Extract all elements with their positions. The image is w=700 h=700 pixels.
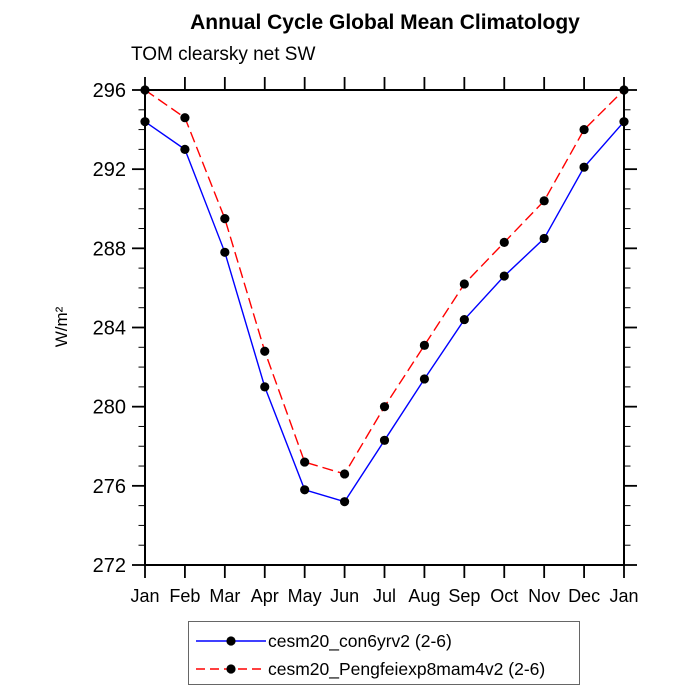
legend-label-series-2: cesm20_Pengfeiexp8mam4v2 (2-6) bbox=[268, 658, 546, 679]
y-axis-tick-label: 272 bbox=[93, 555, 126, 577]
x-axis-tick-label: Sep bbox=[448, 586, 480, 606]
data-point-marker-series-1 bbox=[260, 382, 270, 392]
data-point-marker-series-2 bbox=[499, 237, 509, 247]
x-axis-tick-label: Mar bbox=[209, 586, 240, 606]
data-point-marker-series-2 bbox=[220, 214, 230, 224]
x-axis-tick-label: May bbox=[288, 586, 322, 606]
legend-marker-dot bbox=[226, 664, 236, 674]
data-point-marker-series-1 bbox=[339, 497, 350, 507]
chart-title: Annual Cycle Global Mean Climatology bbox=[190, 11, 580, 34]
data-point-marker-series-1 bbox=[300, 485, 310, 495]
data-point-marker-series-1 bbox=[140, 117, 150, 127]
legend-row-series-1: cesm20_con6yrv2 (2-6) bbox=[189, 627, 579, 655]
data-point-marker-series-2 bbox=[619, 85, 629, 95]
x-axis-tick-label: Oct bbox=[490, 586, 518, 606]
x-axis-tick-label: Nov bbox=[528, 586, 560, 606]
data-point-marker-series-1 bbox=[459, 314, 469, 325]
legend-box: cesm20_con6yrv2 (2-6) cesm20_Pengfeiexp8… bbox=[188, 621, 580, 685]
y-axis-tick-label: 296 bbox=[93, 80, 126, 102]
data-point-marker-series-1 bbox=[499, 271, 509, 281]
y-axis-tick-label: 288 bbox=[93, 238, 126, 260]
data-point-marker-series-1 bbox=[619, 117, 629, 127]
data-point-marker-series-2 bbox=[459, 279, 469, 289]
x-axis-tick-label: Aug bbox=[408, 586, 440, 606]
x-axis-tick-label: Feb bbox=[169, 586, 200, 606]
data-point-marker-series-2 bbox=[300, 457, 310, 467]
x-axis-tick-label: Apr bbox=[251, 586, 279, 606]
legend-label-series-1: cesm20_con6yrv2 (2-6) bbox=[268, 630, 452, 651]
data-point-marker-series-1 bbox=[539, 233, 549, 244]
x-axis-tick-label: Jan bbox=[609, 586, 638, 606]
legend-marker-dot bbox=[226, 636, 236, 646]
y-axis-tick-label: 280 bbox=[93, 397, 126, 419]
data-point-marker-series-2 bbox=[419, 340, 430, 350]
x-axis-tick-label: Jan bbox=[130, 586, 159, 606]
chart-subtitle: TOM clearsky net SW bbox=[131, 44, 316, 65]
series-line-2 bbox=[144, 89, 625, 475]
y-axis-tick-label: 284 bbox=[93, 318, 126, 340]
data-point-marker-series-1 bbox=[579, 162, 589, 172]
plot-frame bbox=[144, 89, 625, 566]
legend-row-series-2: cesm20_Pengfeiexp8mam4v2 (2-6) bbox=[189, 655, 579, 683]
data-point-marker-series-2 bbox=[260, 346, 270, 356]
x-axis-tick-label: Dec bbox=[568, 586, 600, 606]
y-axis-tick-label: 276 bbox=[93, 476, 126, 498]
legend-line-sample-dashed bbox=[196, 664, 266, 674]
data-point-marker-series-1 bbox=[419, 374, 430, 384]
data-point-marker-series-1 bbox=[220, 247, 230, 257]
data-point-marker-series-1 bbox=[379, 435, 390, 445]
data-point-marker-series-2 bbox=[339, 469, 350, 479]
data-point-marker-series-2 bbox=[579, 124, 589, 135]
data-point-marker-series-2 bbox=[140, 85, 150, 95]
x-axis-tick-label: Jul bbox=[373, 586, 396, 606]
data-point-marker-series-2 bbox=[180, 113, 190, 123]
data-point-marker-series-2 bbox=[379, 402, 390, 412]
data-point-marker-series-1 bbox=[180, 144, 190, 154]
legend-line-sample-solid bbox=[196, 636, 266, 646]
x-axis-tick-label: Jun bbox=[330, 586, 359, 606]
data-point-marker-series-2 bbox=[539, 196, 549, 206]
y-axis-tick-label: 292 bbox=[93, 159, 126, 181]
